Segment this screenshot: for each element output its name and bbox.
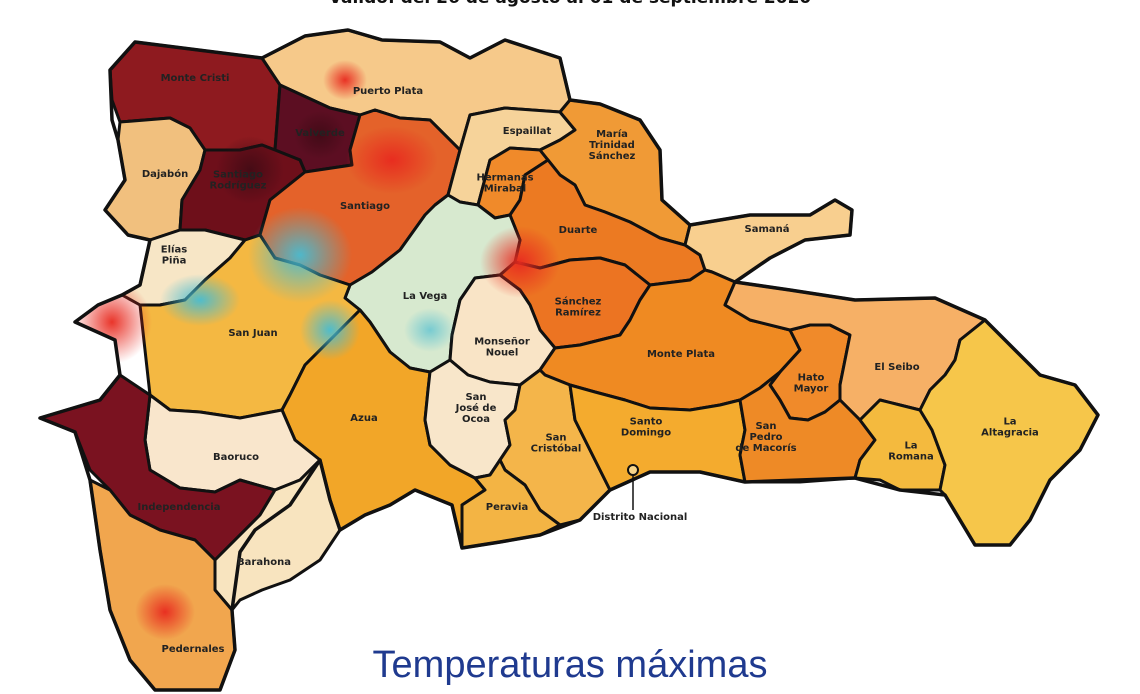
- province-label-la-romana: La Romana: [888, 441, 934, 463]
- province-label-line: San Juan: [228, 328, 277, 339]
- province-label-line: Santiago: [340, 201, 390, 212]
- province-label-baoruco: Baoruco: [213, 452, 259, 463]
- province-san-pedro-de-macoris[interactable]: [738, 370, 877, 484]
- province-label-line: Sánchez: [589, 150, 636, 162]
- province-label-dajabon: Dajabón: [142, 168, 188, 180]
- province-label-line: Mayor: [794, 384, 829, 395]
- province-label-line: Mirabal: [484, 184, 526, 195]
- province-label-line: Romana: [888, 452, 934, 463]
- province-label-line: Duarte: [559, 225, 598, 236]
- province-label-santiago-rodriguez: Santiago Rodríguez: [210, 170, 267, 192]
- province-label-elias-pina: Elías Piña: [161, 244, 187, 267]
- province-label-line: Dajabón: [142, 168, 188, 180]
- province-label-samana: Samaná: [745, 223, 790, 235]
- province-label-line: Monseñor: [474, 337, 530, 348]
- province-label-line: Ramírez: [555, 307, 601, 319]
- province-label-valverde: Valverde: [295, 128, 345, 139]
- province-label-espaillat: Espaillat: [503, 126, 552, 137]
- province-label-line: Espaillat: [503, 126, 552, 137]
- province-label-line: Puerto Plata: [353, 86, 423, 97]
- province-label-azua: Azua: [350, 413, 377, 424]
- province-label-distrito-nacional: Distrito Nacional: [593, 512, 688, 523]
- province-samana[interactable]: [683, 198, 854, 284]
- province-label-line: Pedro: [749, 432, 782, 443]
- province-label-san-juan: San Juan: [228, 328, 277, 339]
- province-label-line: Elías: [161, 244, 187, 256]
- province-label-monsenor-nouel: Monseñor Nouel: [474, 337, 530, 359]
- province-label-line: Pedernales: [161, 644, 224, 655]
- province-label-puerto-plata: Puerto Plata: [353, 86, 423, 97]
- province-label-monte-cristi: Monte Cristi: [161, 73, 230, 84]
- province-label-line: La: [904, 441, 917, 452]
- province-label-san-cristobal: San Cristóbal: [531, 433, 582, 455]
- province-label-santiago: Santiago: [340, 201, 390, 212]
- province-label-line: de Macorís: [735, 442, 796, 454]
- province-label-line: Valverde: [295, 128, 345, 139]
- province-label-line: Azua: [350, 413, 377, 424]
- province-label-pedernales: Pedernales: [161, 644, 224, 655]
- province-label-el-seibo: El Seibo: [874, 362, 919, 373]
- province-label-line: Monte Plata: [647, 349, 715, 360]
- province-label-line: Independencia: [137, 502, 220, 513]
- province-label-layer: Monte Cristi Puerto Plata Valverde Dajabón S…: [137, 73, 1038, 655]
- province-label-line: Altagracia: [981, 428, 1039, 439]
- province-label-la-altagracia: La Altagracia: [981, 417, 1039, 439]
- province-label-independencia: Independencia: [137, 502, 220, 513]
- province-label-line: El Seibo: [874, 362, 919, 373]
- province-label-line: Nouel: [486, 348, 519, 359]
- province-label-line: Ocoa: [462, 414, 490, 425]
- province-label-line: Santiago: [213, 170, 263, 181]
- province-label-peravia: Peravia: [486, 502, 529, 513]
- province-label-line: Trinidad: [589, 140, 635, 151]
- province-label-maria-trinidad-sanchez: María Trinidad Sánchez: [589, 128, 636, 162]
- province-label-line: Monte Cristi: [161, 73, 230, 84]
- province-label-line: Cristóbal: [531, 443, 582, 455]
- map-title: Temperaturas máximas: [372, 644, 768, 686]
- province-label-line: Samaná: [745, 223, 790, 235]
- distrito-nacional-marker: [627, 464, 639, 510]
- province-label-line: Peravia: [486, 502, 529, 513]
- province-label-barahona: Barahona: [237, 557, 291, 568]
- province-label-line: Rodríguez: [210, 180, 267, 192]
- province-label-hato-mayor: Hato Mayor: [794, 373, 829, 395]
- province-label-san-pedro-de-macoris: San Pedro de Macorís: [735, 421, 796, 454]
- province-label-line: Distrito Nacional: [593, 512, 688, 523]
- province-label-line: Hato: [798, 373, 825, 384]
- province-label-line: Domingo: [621, 428, 671, 439]
- province-label-line: San: [755, 421, 776, 432]
- province-label-sanchez-ramirez: Sánchez Ramírez: [555, 296, 602, 319]
- province-label-la-vega: La Vega: [403, 291, 447, 302]
- province-label-line: Piña: [162, 256, 187, 267]
- province-label-duarte: Duarte: [559, 225, 598, 236]
- province-label-san-jose-de-ocoa: San José de Ocoa: [455, 392, 497, 425]
- province-label-line: Santo: [630, 417, 663, 428]
- province-peravia[interactable]: [460, 458, 562, 550]
- province-label-line: La: [1003, 417, 1016, 428]
- province-label-hermanas-mirabal: Hermanas Mirabal: [476, 173, 533, 195]
- province-label-line: La Vega: [403, 291, 447, 302]
- province-label-monte-plata: Monte Plata: [647, 349, 715, 360]
- province-label-line: San: [465, 392, 486, 403]
- province-label-line: San: [545, 433, 566, 444]
- province-label-line: Sánchez: [555, 296, 602, 308]
- distrito-nacional-shape: [627, 464, 639, 476]
- province-label-line: Hermanas: [476, 173, 533, 184]
- validity-subtitle: Valido: del 26 de agosto al 01 de septie…: [0, 0, 1140, 8]
- province-label-line: José de: [455, 402, 497, 414]
- province-label-line: Baoruco: [213, 452, 259, 463]
- province-label-santo-domingo: Santo Domingo: [621, 417, 671, 439]
- province-label-line: María: [596, 128, 628, 140]
- province-layer: [38, 28, 1100, 692]
- province-label-line: Barahona: [237, 557, 291, 568]
